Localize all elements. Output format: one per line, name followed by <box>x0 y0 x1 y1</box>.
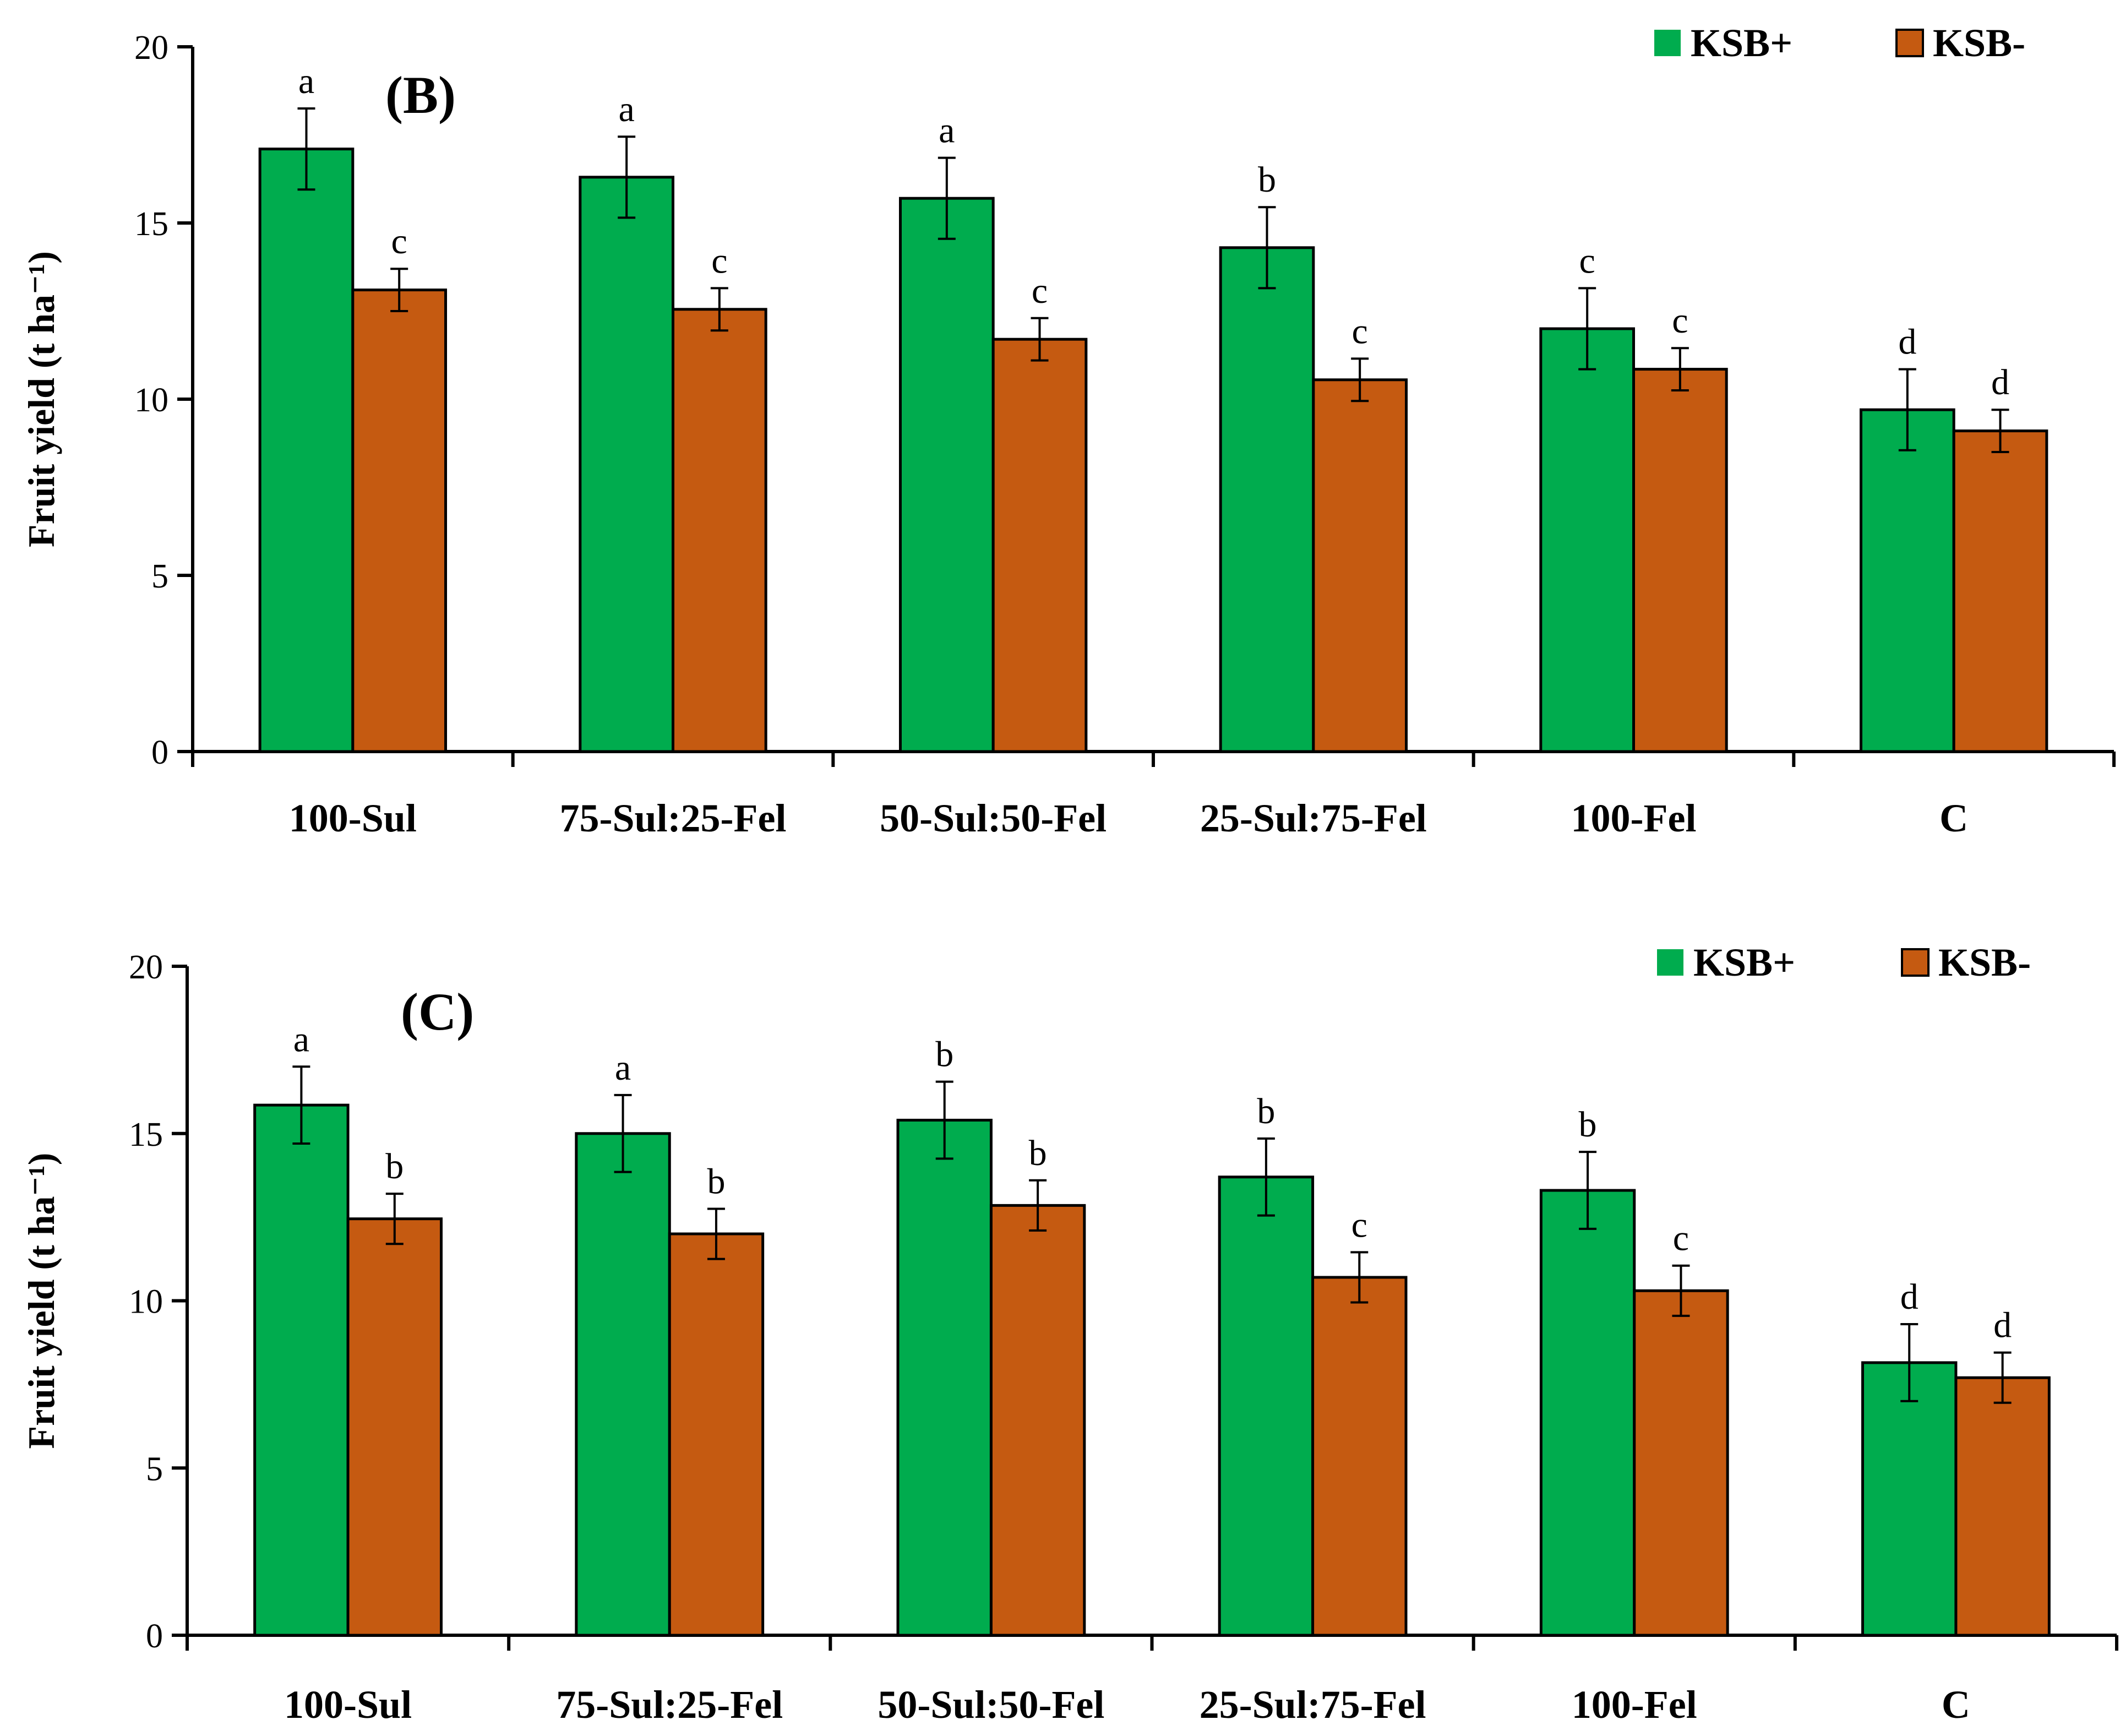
significance-label: a <box>619 89 635 129</box>
y-tick-label: 15 <box>134 205 168 243</box>
bar-ksb-minus <box>672 308 767 753</box>
y-tick-label: 10 <box>129 1283 163 1321</box>
category-label: 100-Fel <box>1571 796 1697 840</box>
significance-label: a <box>615 1048 631 1088</box>
bar-ksb-plus <box>575 1132 671 1637</box>
legend-label-ksb-minus: KSB- <box>1938 940 2031 984</box>
significance-label: b <box>1029 1133 1047 1173</box>
y-tick-label: 20 <box>129 949 163 986</box>
significance-label: c <box>1579 241 1595 281</box>
category-label: 25-Sul:75-Fel <box>1200 796 1427 840</box>
significance-label: d <box>1993 1305 2012 1346</box>
panel-label: (B) <box>385 66 456 124</box>
significance-label: c <box>1673 1218 1689 1259</box>
legend-swatch-ksb-minus <box>1901 948 1930 977</box>
legend-label-ksb-minus: KSB- <box>1933 21 2025 65</box>
significance-label: c <box>391 221 407 262</box>
bar-ksb-minus <box>989 1204 1086 1637</box>
bar-ksb-minus <box>1952 429 2048 753</box>
category-label: 75-Sul:25-Fel <box>556 1683 783 1727</box>
significance-label: b <box>1258 160 1276 200</box>
significance-label: d <box>1991 362 2009 402</box>
bar-ksb-plus <box>1539 327 1635 753</box>
significance-label: b <box>1579 1104 1597 1145</box>
significance-label: b <box>1257 1091 1275 1131</box>
legend-swatch-ksb-plus <box>1654 30 1681 56</box>
significance-label: a <box>939 111 955 151</box>
bar-ksb-plus <box>253 1103 350 1637</box>
significance-label: a <box>298 61 314 101</box>
bar-ksb-plus <box>1859 408 1955 753</box>
y-axis-label: Fruit yield (t ha⁻¹) <box>20 1153 62 1449</box>
significance-label: b <box>935 1035 953 1075</box>
bar-ksb-plus <box>898 197 995 753</box>
y-axis-label: Fruit yield (t ha⁻¹) <box>20 251 62 547</box>
category-label: 100-Fel <box>1572 1683 1697 1727</box>
panel-label: (C) <box>401 982 474 1041</box>
bar-ksb-plus <box>896 1118 993 1637</box>
bar-ksb-minus <box>1633 1289 1729 1637</box>
significance-label: a <box>293 1019 309 1059</box>
chart-panel-c: 0 5 10 15 20 Fruit yield (t ha⁻¹) (C) 100-Sul a b… <box>20 940 2118 1727</box>
bar-ksb-minus <box>1311 1276 1408 1637</box>
legend-label-ksb-plus: KSB+ <box>1691 21 1792 65</box>
legend-swatch-ksb-plus <box>1657 949 1683 976</box>
bar-ksb-minus <box>346 1217 443 1637</box>
category-label: C <box>1939 796 1968 840</box>
category-label: 75-Sul:25-Fel <box>560 796 787 840</box>
y-tick-label: 0 <box>151 734 168 771</box>
y-tick-label: 20 <box>134 29 168 67</box>
significance-label: c <box>1351 1205 1367 1245</box>
y-tick-label: 0 <box>146 1618 163 1655</box>
bar-ksb-plus <box>579 176 674 753</box>
significance-label: b <box>385 1146 404 1187</box>
bar-ksb-plus <box>258 148 355 753</box>
y-tick-label: 10 <box>134 382 168 419</box>
category-label: 50-Sul:50-Fel <box>880 796 1107 840</box>
legend-swatch-ksb-minus <box>1895 29 1924 57</box>
significance-label: b <box>707 1161 725 1201</box>
significance-label: c <box>1352 311 1368 351</box>
bar-ksb-minus <box>991 338 1088 753</box>
significance-label: d <box>1898 322 1916 362</box>
bar-ksb-plus <box>1218 1176 1315 1637</box>
category-label: C <box>1942 1683 1970 1727</box>
category-label: 50-Sul:50-Fel <box>878 1683 1104 1727</box>
significance-label: c <box>711 241 727 281</box>
significance-label: d <box>1900 1277 1919 1317</box>
significance-label: c <box>1032 271 1048 311</box>
significance-label: c <box>1672 301 1688 341</box>
y-tick-label: 5 <box>146 1450 163 1488</box>
legend-label-ksb-plus: KSB+ <box>1693 940 1795 984</box>
category-label: 100-Sul <box>284 1683 412 1727</box>
chart-panel-b: 0 5 10 15 20 Fruit yield (t ha⁻¹) (B) 100-Sul a c… <box>20 21 2116 840</box>
category-label: 25-Sul:75-Fel <box>1200 1683 1426 1727</box>
bar-ksb-minus <box>1954 1376 2051 1637</box>
bar-ksb-plus <box>1219 246 1315 753</box>
bar-ksb-minus <box>1632 368 1728 753</box>
bar-ksb-minus <box>668 1232 765 1637</box>
y-tick-label: 15 <box>129 1116 163 1153</box>
bar-ksb-plus <box>1861 1361 1958 1637</box>
category-label: 100-Sul <box>289 796 417 840</box>
bar-ksb-minus <box>351 289 448 753</box>
y-tick-label: 5 <box>151 558 168 595</box>
bar-ksb-minus <box>1312 378 1408 753</box>
bar-ksb-plus <box>1539 1189 1636 1637</box>
